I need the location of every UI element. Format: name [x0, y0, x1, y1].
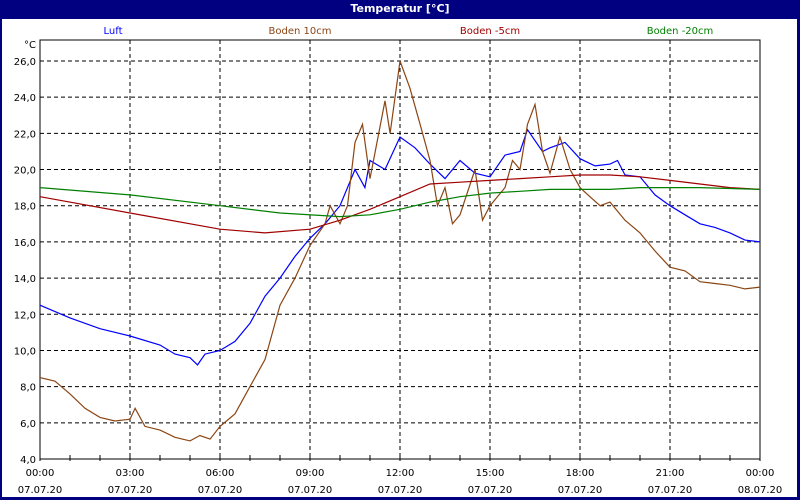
x-tick-time: 06:00	[206, 468, 235, 479]
x-tick-time: 18:00	[566, 468, 595, 479]
x-tick-date: 07.07.20	[648, 485, 693, 496]
x-tick-time: 03:00	[116, 468, 145, 479]
y-tick-label: 14,0	[14, 274, 36, 285]
y-tick-label: 8,0	[20, 383, 36, 394]
y-tick-label: 12,0	[14, 310, 36, 321]
series-line-boden-5cm	[39, 174, 761, 234]
x-tick-date: 07.07.20	[468, 485, 513, 496]
x-tick-time: 00:00	[26, 468, 55, 479]
x-tick-time: 15:00	[476, 468, 505, 479]
x-tick-date: 07.07.20	[558, 485, 603, 496]
x-tick-time: 00:00	[746, 468, 775, 479]
x-tick-date: 07.07.20	[198, 485, 243, 496]
y-tick-label: 10,0	[14, 346, 36, 357]
y-tick-label: 26,0	[14, 57, 36, 68]
x-tick-time: 09:00	[296, 468, 325, 479]
legend-entry: Luft	[104, 26, 123, 37]
x-tick-date: 08.07.20	[738, 485, 783, 496]
legend-entry: Boden 10cm	[269, 26, 332, 37]
y-tick-label: 6,0	[20, 419, 36, 430]
y-axis-unit: °C	[24, 40, 36, 51]
y-tick-label: 22,0	[14, 129, 36, 140]
legend-entry: Boden -5cm	[460, 26, 520, 37]
series-line-boden-10cm	[39, 60, 761, 442]
y-tick-label: 16,0	[14, 238, 36, 249]
x-tick-date: 07.07.20	[378, 485, 423, 496]
y-tick-label: 4,0	[20, 455, 36, 466]
x-tick-time: 12:00	[386, 468, 415, 479]
y-tick-label: 24,0	[14, 93, 36, 104]
plot-frame	[39, 39, 761, 460]
window-title: Temperatur [°C]	[350, 2, 450, 15]
x-tick-date: 07.07.20	[288, 485, 333, 496]
y-tick-label: 18,0	[14, 202, 36, 213]
series-line-boden-20cm	[39, 187, 761, 218]
x-tick-date: 07.07.20	[18, 485, 63, 496]
legend-entry: Boden -20cm	[647, 26, 714, 37]
x-tick-date: 07.07.20	[108, 485, 153, 496]
y-tick-label: 20,0	[14, 166, 36, 177]
x-tick-time: 21:00	[656, 468, 685, 479]
